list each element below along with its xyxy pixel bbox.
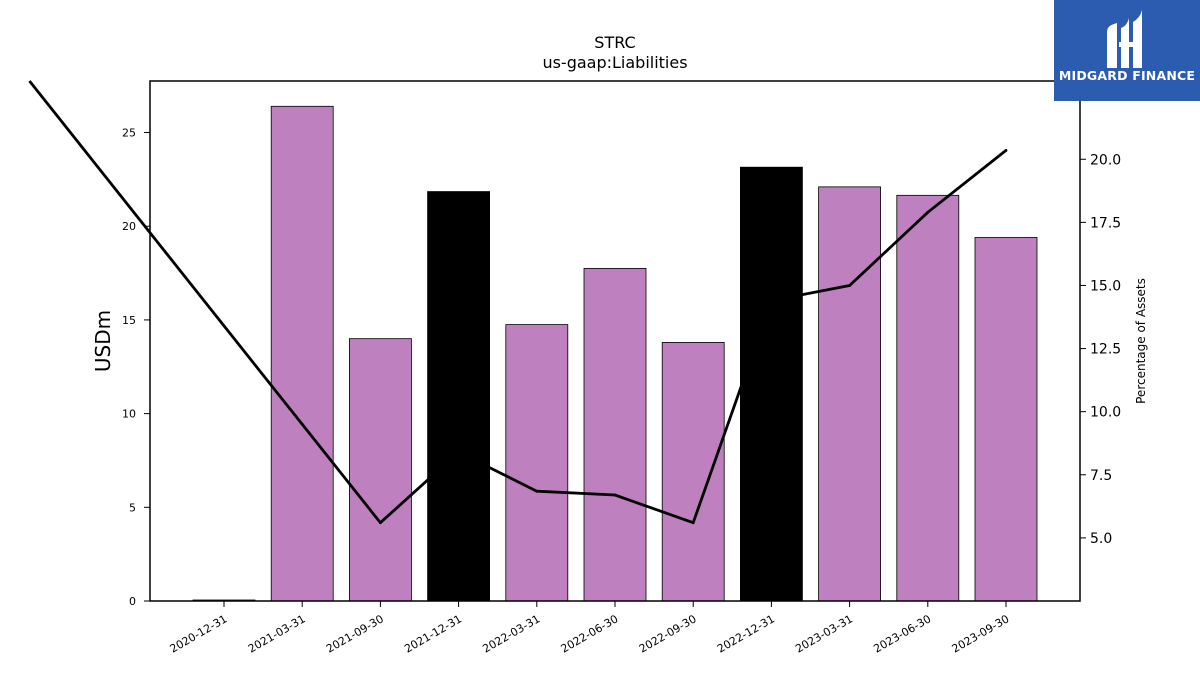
y2-axis-label: Percentage of Assets — [1134, 278, 1148, 404]
x-axis: 2020-12-31 2021-03-31 2021-09-30 2021-12-31… — [168, 601, 1012, 656]
x-tick-label: 2021-03-31 — [246, 612, 308, 655]
y2-tick-label: 5.0 — [1090, 531, 1112, 547]
y2-tick-label: 15.0 — [1090, 278, 1121, 294]
bar — [348, 338, 412, 602]
y-tick-label: 20 — [122, 220, 136, 233]
bar — [427, 191, 491, 602]
y-axis-label: USDm — [91, 310, 115, 372]
bar — [974, 237, 1038, 602]
y-axis-right: 5.07.510.012.515.017.520.022.5 — [1080, 89, 1121, 547]
y2-tick-label: 17.5 — [1090, 215, 1121, 231]
line-point — [1004, 149, 1008, 152]
line-point — [535, 489, 539, 493]
y2-tick-label: 20.0 — [1090, 152, 1121, 168]
line-point — [300, 422, 304, 426]
x-tick-label: 2023-09-30 — [950, 612, 1012, 655]
line-series — [28, 80, 1008, 525]
chart-title: STRC — [594, 33, 635, 52]
y2-tick-label: 12.5 — [1090, 342, 1121, 358]
x-tick-label: 2022-12-31 — [715, 612, 777, 655]
y-tick-label: 5 — [129, 501, 136, 514]
midgard-logo-icon — [1107, 10, 1142, 68]
bar — [583, 267, 647, 602]
x-tick-label: 2022-03-31 — [480, 612, 542, 655]
y-axis-left: 0 5 10 15 20 25 — [122, 127, 150, 608]
line-point — [848, 284, 851, 287]
y-tick-label: 0 — [129, 595, 136, 608]
bar — [896, 194, 960, 602]
line-point — [770, 299, 773, 303]
line-point — [457, 450, 460, 454]
x-tick-label: 2020-12-31 — [168, 612, 230, 655]
logo-text: MIDGARD FINANCE — [1058, 68, 1196, 83]
y-tick-label: 10 — [122, 408, 136, 421]
bar — [661, 342, 725, 602]
x-tick-label: 2023-03-31 — [793, 612, 855, 655]
x-tick-label: 2022-06-30 — [559, 612, 621, 655]
line-point — [691, 521, 695, 525]
y2-tick-label: 7.5 — [1090, 468, 1112, 484]
line-point — [379, 521, 382, 525]
chart-subtitle: us-gaap:Liabilities — [542, 53, 687, 72]
x-tick-label: 2021-09-30 — [324, 612, 386, 655]
line-point — [613, 493, 617, 497]
line-point — [926, 210, 930, 214]
brand-logo: MIDGARD FINANCE — [1054, 0, 1200, 101]
bar — [740, 166, 803, 602]
y-tick-label: 15 — [122, 314, 136, 327]
y-tick-label: 25 — [122, 127, 136, 140]
y2-tick-label: 10.0 — [1090, 405, 1121, 421]
x-tick-label: 2023-06-30 — [871, 612, 933, 655]
bar — [505, 324, 569, 602]
bar — [270, 105, 334, 602]
x-tick-label: 2022-09-30 — [637, 612, 699, 655]
bar — [818, 186, 881, 602]
bar-series — [192, 105, 1038, 602]
x-tick-label: 2021-12-31 — [402, 612, 464, 655]
